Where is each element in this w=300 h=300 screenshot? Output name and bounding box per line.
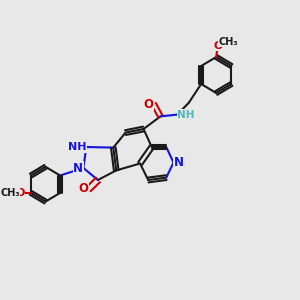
Text: O: O	[144, 98, 154, 111]
Text: N: N	[74, 161, 83, 175]
Text: O: O	[213, 40, 222, 51]
Text: NH: NH	[177, 110, 195, 120]
Text: N: N	[173, 156, 184, 169]
Text: CH₃: CH₃	[0, 188, 20, 198]
Text: NH: NH	[68, 142, 86, 152]
Text: O: O	[79, 182, 88, 196]
Text: CH₃: CH₃	[219, 37, 238, 47]
Text: O: O	[15, 188, 25, 198]
